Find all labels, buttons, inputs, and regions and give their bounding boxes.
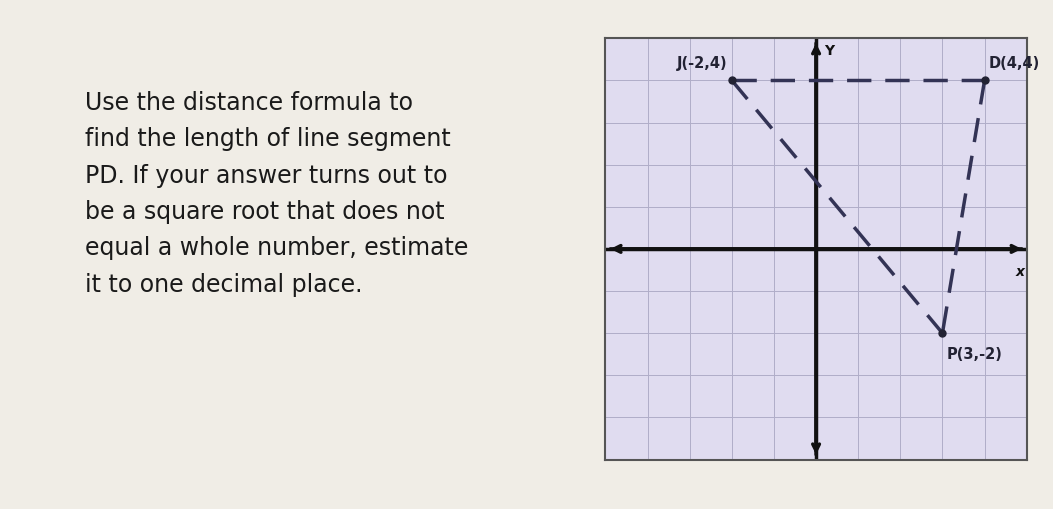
Text: P(3,-2): P(3,-2) bbox=[947, 346, 1002, 361]
Text: J(-2,4): J(-2,4) bbox=[677, 56, 728, 71]
Text: Y: Y bbox=[824, 43, 835, 58]
Text: D(4,4): D(4,4) bbox=[989, 56, 1040, 71]
Text: x: x bbox=[1015, 264, 1025, 278]
Text: Use the distance formula to
find the length of line segment
PD. If your answer t: Use the distance formula to find the len… bbox=[85, 91, 469, 296]
